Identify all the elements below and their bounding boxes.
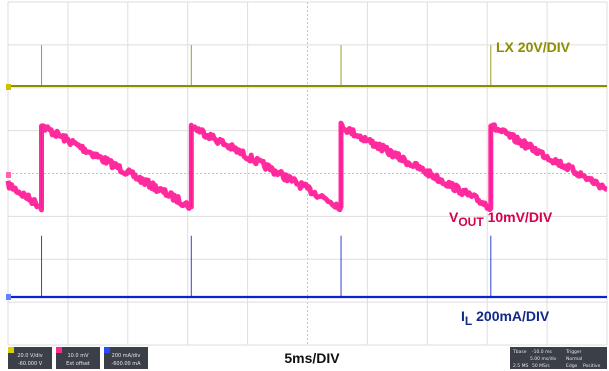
vout-label-rest: 10mV/DIV xyxy=(484,209,553,225)
il-label-main: I xyxy=(461,308,465,324)
vout-label-main: V xyxy=(449,209,459,225)
lx-scale-label: LX 20V/DIV xyxy=(496,39,571,55)
trace-il xyxy=(8,235,607,299)
tbase-title: Tbase xyxy=(512,349,527,355)
bottom-status-bar: 20.0 V/div -60.000 V 10.0 mV Ext offset … xyxy=(8,347,607,369)
trace-lx xyxy=(8,45,607,87)
ch1-scale-text: 20.0 V/div xyxy=(17,353,42,359)
timebase-trigger-info-box xyxy=(510,347,607,369)
ch1-info-box xyxy=(8,347,52,369)
il-label-sub: L xyxy=(465,314,472,328)
trigger-rate: 5.00 ms/div xyxy=(530,356,557,362)
trigger-edge: Edge xyxy=(566,363,578,369)
ch1-offset-text: -60.000 V xyxy=(18,361,43,367)
trigger-mode: Normal xyxy=(566,356,582,362)
ch1-color-chip xyxy=(8,347,14,353)
ch3-offset-text: -600.00 mA xyxy=(111,361,141,367)
sample-rate: 50 MS/s xyxy=(532,363,550,369)
trigger-polarity: Positive xyxy=(583,363,601,369)
trace-vout xyxy=(5,120,609,213)
ch3-scale-text: 200 mA/div xyxy=(112,353,141,359)
timebase-label: 5ms/DIV xyxy=(284,350,340,366)
ch1-ground-marker xyxy=(6,84,11,90)
tbase-value: -10.0 ms xyxy=(532,349,552,355)
trigger-title: Trigger xyxy=(565,349,582,355)
traces xyxy=(5,45,609,299)
trace-sawtooth-vout xyxy=(5,120,609,213)
ch2-scale-text: 10.0 mV xyxy=(67,353,89,359)
ch2-info-box xyxy=(56,347,100,369)
ch3-color-chip xyxy=(104,347,110,353)
vout-scale-label: VOUT 10mV/DIV xyxy=(449,209,553,229)
vout-label-sub: OUT xyxy=(458,215,484,229)
il-label-rest: 200mA/DIV xyxy=(472,308,550,324)
sample-count: 2.5 MS xyxy=(513,363,528,369)
il-scale-label: IL 200mA/DIV xyxy=(461,308,550,328)
ch3-ground-marker xyxy=(6,294,11,300)
ch2-color-chip xyxy=(56,347,62,353)
ch3-info-box xyxy=(104,347,148,369)
ch2-offset-text: Ext offset xyxy=(66,361,90,367)
ch2-ground-marker xyxy=(6,172,11,178)
